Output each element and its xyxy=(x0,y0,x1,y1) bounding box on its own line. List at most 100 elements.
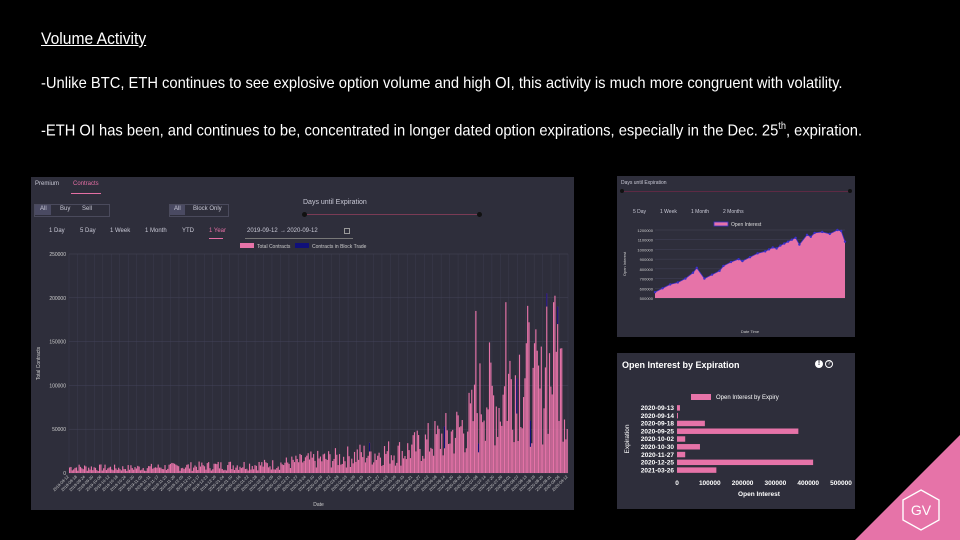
oi-point xyxy=(764,250,767,253)
oi-range-2-months[interactable]: 2 Months xyxy=(723,209,744,215)
bar-total-contracts xyxy=(272,460,274,473)
oi-range-1-week[interactable]: 1 Week xyxy=(660,209,677,215)
date-to[interactable]: 2020-09-12 xyxy=(287,228,318,234)
bar-total-contracts xyxy=(193,467,195,473)
bar-total-contracts xyxy=(307,453,309,473)
bar-total-contracts xyxy=(479,363,481,473)
bar-total-contracts xyxy=(77,470,79,473)
bar-total-contracts xyxy=(338,454,341,473)
filter-block-only[interactable]: Block Only xyxy=(193,206,222,212)
expiry-x-tick-label: 400000 xyxy=(797,480,819,487)
range-1-week[interactable]: 1 Week xyxy=(110,228,131,234)
oi-range-1-month[interactable]: 1 Month xyxy=(691,209,710,215)
tab-contracts[interactable]: Contracts xyxy=(73,181,99,187)
bar-total-contracts xyxy=(409,458,412,473)
tab-premium[interactable]: Premium xyxy=(35,181,60,187)
bar-total-contracts xyxy=(94,467,97,473)
oi-y-tick-label: 1200000 xyxy=(637,228,653,233)
calendar-icon[interactable] xyxy=(344,228,350,234)
filter-all[interactable]: All xyxy=(40,206,47,212)
expiry-category-label: 2020-12-25 xyxy=(641,460,675,467)
bar-total-contracts xyxy=(311,457,313,473)
bar-total-contracts xyxy=(503,386,506,473)
expiration-slider-handle-min[interactable] xyxy=(302,212,307,217)
bar-total-contracts xyxy=(281,464,283,473)
expiration-slider-handle-max[interactable] xyxy=(477,212,482,217)
bar-total-contracts xyxy=(510,379,512,473)
bar-total-contracts xyxy=(467,431,469,473)
bar-total-contracts xyxy=(157,464,159,473)
filter-sell[interactable]: Sell xyxy=(82,206,93,212)
bar-total-contracts xyxy=(74,467,76,473)
oi-point xyxy=(718,269,721,272)
bar-total-contracts xyxy=(118,467,120,473)
bar-total-contracts xyxy=(378,452,380,473)
bar-total-contracts xyxy=(112,470,114,473)
bar-total-contracts xyxy=(158,467,161,473)
bar-total-contracts xyxy=(557,306,559,473)
help-icon[interactable]: ? xyxy=(825,360,833,368)
bar-total-contracts xyxy=(494,445,496,473)
bar-total-contracts xyxy=(223,470,225,473)
bar-total-contracts xyxy=(446,430,448,473)
y-tick-label: 250000 xyxy=(49,252,66,258)
bar-total-contracts xyxy=(438,428,440,473)
bar-total-contracts xyxy=(161,469,163,473)
bar-total-contracts xyxy=(527,305,529,473)
filter-buy[interactable]: Buy xyxy=(60,206,71,212)
oi-point xyxy=(741,259,744,263)
slide-title: Volume Activity xyxy=(41,29,147,48)
range-5-day[interactable]: 5 Day xyxy=(80,228,96,234)
oi-point xyxy=(805,233,809,237)
bar-total-contracts xyxy=(373,462,375,473)
bar-total-contracts xyxy=(201,462,203,473)
range-1-day[interactable]: 1 Day xyxy=(49,228,65,234)
date-range-picker[interactable] xyxy=(245,227,353,239)
oi-point xyxy=(703,277,706,280)
bar-total-contracts xyxy=(304,457,307,473)
date-from[interactable]: 2019-09-12 xyxy=(247,228,278,234)
expiry-legend-swatch xyxy=(691,394,711,400)
bar-total-contracts xyxy=(266,463,268,473)
bar-total-contracts xyxy=(334,448,337,473)
bar-total-contracts xyxy=(439,448,442,473)
oi-slider-handle-min[interactable] xyxy=(620,189,624,193)
bar-total-contracts xyxy=(460,426,462,473)
bar-total-contracts xyxy=(486,407,488,473)
bar-total-contracts xyxy=(160,467,162,473)
bar-total-contracts xyxy=(332,461,334,473)
expiry-bar xyxy=(677,459,814,466)
bar-total-contracts xyxy=(97,471,99,473)
bar-total-contracts xyxy=(253,469,255,473)
range-1-year[interactable]: 1 Year xyxy=(209,228,227,234)
bar-total-contracts xyxy=(124,469,127,473)
info-icon[interactable]: ! xyxy=(815,360,823,368)
oi-slider-handle-max[interactable] xyxy=(848,189,852,193)
bar-total-contracts xyxy=(404,456,406,473)
oi-line xyxy=(654,229,846,293)
y-axis-label: Total Contracts xyxy=(36,346,42,380)
range-ytd[interactable]: YTD xyxy=(182,228,194,234)
legend-swatch-block xyxy=(295,243,309,248)
bar-total-contracts xyxy=(431,448,433,473)
bar-total-contracts xyxy=(291,456,293,473)
bar-total-contracts xyxy=(468,392,470,473)
bar-total-contracts xyxy=(437,425,439,473)
oi-point xyxy=(756,252,759,255)
range-1-month[interactable]: 1 Month xyxy=(145,228,167,234)
bar-total-contracts xyxy=(289,468,292,473)
bar-total-contracts xyxy=(175,464,177,473)
filter-all-trades[interactable]: All xyxy=(174,206,181,212)
bar-total-contracts xyxy=(450,431,452,473)
gv-logo-icon: GV xyxy=(902,489,940,531)
bar-total-contracts xyxy=(153,467,155,473)
bar-total-contracts xyxy=(539,388,541,473)
bar-total-contracts xyxy=(508,373,510,473)
bar-total-contracts xyxy=(280,462,282,473)
oi-point xyxy=(813,231,816,235)
bar-total-contracts xyxy=(131,468,133,473)
bar-total-contracts xyxy=(96,470,98,473)
oi-range-5-day[interactable]: 5 Day xyxy=(633,209,647,215)
bar-total-contracts xyxy=(257,470,259,473)
bar-total-contracts xyxy=(482,422,484,473)
